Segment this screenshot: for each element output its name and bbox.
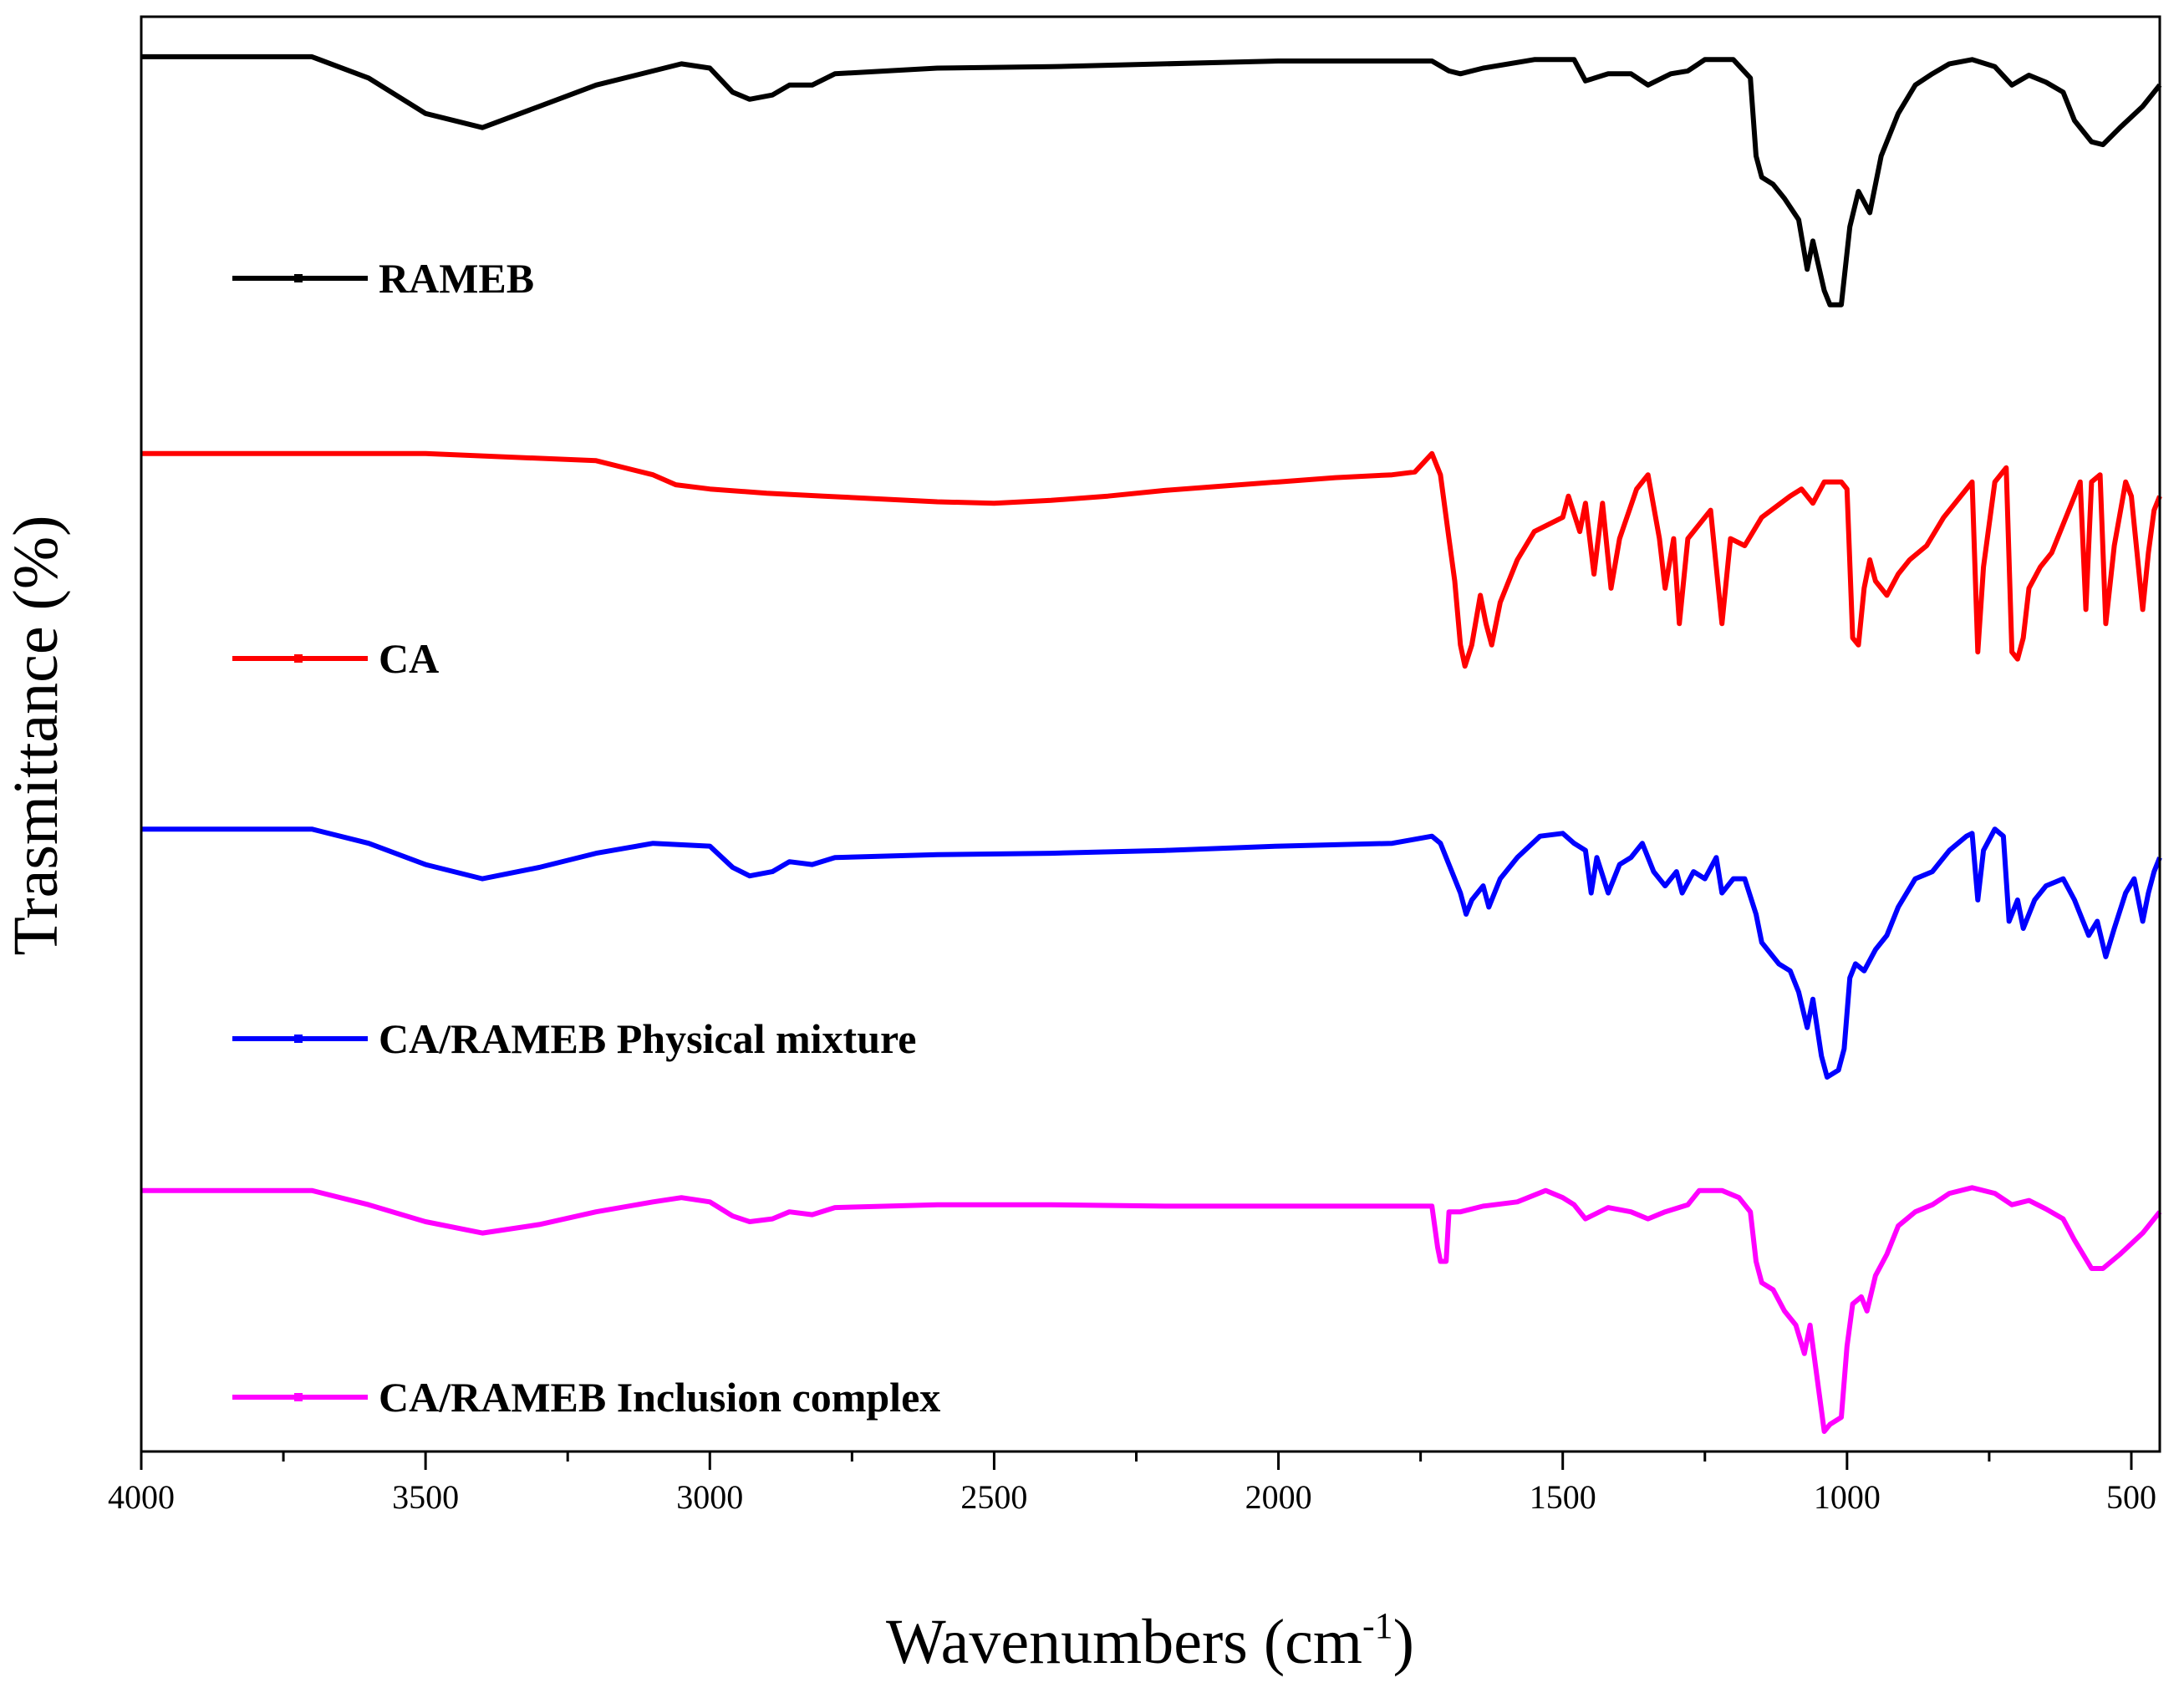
series-line-3 bbox=[141, 826, 2162, 1080]
legend-label-2: CA bbox=[379, 635, 439, 682]
legend-label-3: CA/RAMEB Physical mixture bbox=[379, 1015, 916, 1062]
y-axis-title: Trasmittance (%) bbox=[1, 516, 71, 956]
x-axis-title-superscript: -1 bbox=[1362, 1605, 1393, 1646]
x-tick-label: 2500 bbox=[960, 1478, 1027, 1516]
series-line-2 bbox=[141, 450, 2162, 669]
x-tick-label: 1500 bbox=[1530, 1478, 1596, 1516]
x-axis-title-main: Wavenumbers (cm bbox=[886, 1607, 1362, 1677]
x-tick-label: 1000 bbox=[1814, 1478, 1881, 1516]
legend-marker-3 bbox=[294, 1035, 303, 1043]
x-tick-label: 2000 bbox=[1245, 1478, 1312, 1516]
x-tick-label: 3000 bbox=[676, 1478, 743, 1516]
x-tick-label: 500 bbox=[2106, 1478, 2156, 1516]
series-layer bbox=[141, 53, 2162, 1434]
legend-label-1: RAMEB bbox=[379, 255, 534, 302]
legend: RAMEB CA CA/RAMEB Physical mixture CA/RAMEB… bbox=[232, 255, 940, 1421]
series-line-1 bbox=[141, 53, 2162, 308]
x-axis: 4000 3500 3000 2500 2000 1500 1000 500 bbox=[108, 1451, 2156, 1516]
series-line-4 bbox=[141, 1185, 2162, 1434]
legend-marker-4 bbox=[294, 1393, 303, 1401]
x-axis-title-close: ) bbox=[1393, 1607, 1414, 1677]
x-tick-label: 4000 bbox=[108, 1478, 175, 1516]
legend-label-4: CA/RAMEB Inclusion complex bbox=[379, 1374, 940, 1421]
legend-marker-1 bbox=[294, 274, 303, 282]
legend-marker-2 bbox=[294, 654, 303, 663]
plot-frame bbox=[140, 15, 2161, 1453]
x-tick-label: 3500 bbox=[392, 1478, 459, 1516]
x-axis-title: Wavenumbers (cm-1) bbox=[886, 1605, 1414, 1677]
